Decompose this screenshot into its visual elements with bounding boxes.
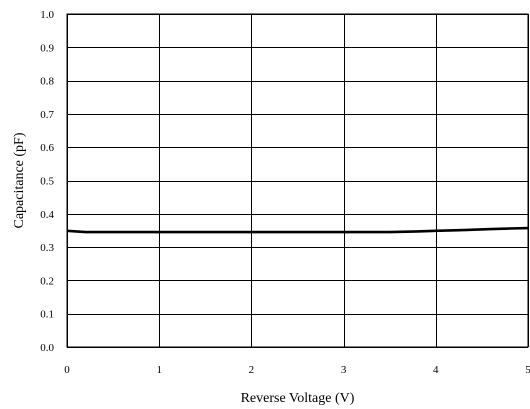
y-tick-label: 0.8	[40, 76, 54, 88]
y-tick-label: 0.7	[40, 109, 54, 121]
y-tick-label: 0.6	[40, 142, 54, 154]
y-tick-label: 0.0	[40, 342, 54, 354]
grid	[67, 14, 529, 348]
x-tick-label: 3	[341, 364, 347, 376]
y-tick-label: 0.9	[40, 42, 54, 54]
plot-area	[66, 13, 529, 348]
y-axis-tick-labels: 0.0 0.1 0.2 0.3 0.4 0.5 0.6 0.7 0.8 0.9 1.0	[40, 9, 54, 354]
y-tick-label: 0.1	[40, 309, 54, 321]
series-line	[66, 226, 529, 234]
series-layer	[66, 226, 529, 234]
y-tick-label: 0.3	[40, 242, 54, 254]
x-tick-label: 2	[249, 364, 255, 376]
y-tick-label: 0.2	[40, 275, 54, 287]
y-tick-label: 0.4	[40, 209, 54, 221]
y-axis-title: Capacitance (pF)	[12, 132, 27, 228]
x-tick-label: 0	[64, 364, 70, 376]
x-tick-label: 4	[433, 364, 439, 376]
x-axis-tick-labels: 0 1 2 3 4 5	[64, 364, 530, 376]
x-tick-label: 1	[156, 364, 162, 376]
x-axis-title: Reverse Voltage (V)	[241, 391, 355, 406]
y-tick-label: 0.5	[40, 176, 54, 188]
x-tick-label: 5	[525, 364, 530, 376]
y-tick-label: 1.0	[40, 9, 54, 21]
